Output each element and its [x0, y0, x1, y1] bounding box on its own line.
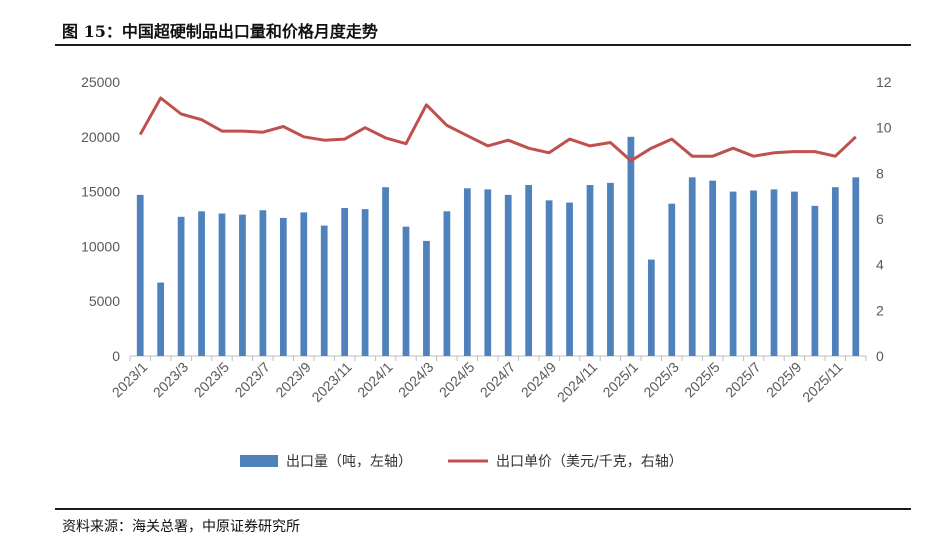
y-right-tick-label: 0: [876, 348, 884, 364]
bar: [668, 203, 676, 356]
line-series: [138, 96, 857, 163]
x-tick-label: 2025/5: [681, 359, 723, 401]
bar: [709, 180, 717, 356]
bar: [688, 177, 696, 356]
x-tick-label: 2025/1: [599, 359, 641, 401]
x-tick-label: 2025/3: [640, 359, 682, 401]
y-left-tick-label: 20000: [81, 129, 120, 145]
bar: [545, 200, 553, 356]
y-right-tick-label: 2: [876, 302, 884, 318]
bar: [504, 194, 512, 356]
chart-axes: 0 5000 10000 15000 20000 25000 0 2 4 6 8 10 12: [81, 74, 892, 364]
bar: [729, 191, 737, 356]
x-tick-label: 2024/11: [554, 359, 601, 406]
y-right-tick-label: 10: [876, 120, 892, 136]
x-tick-label: 2025/11: [799, 359, 846, 406]
bar: [341, 208, 349, 356]
bar: [300, 212, 308, 356]
bar: [239, 214, 246, 356]
bar: [443, 211, 451, 356]
legend-line-label: 出口单价（美元/千克，右轴）: [496, 454, 683, 470]
bottom-rule: [55, 508, 911, 510]
x-tick-label: 2023/1: [109, 359, 151, 401]
bar: [770, 189, 778, 356]
x-tick-label: 2025/7: [722, 359, 764, 401]
bar: [750, 190, 757, 356]
bar: [566, 202, 573, 356]
y-left-tick-label: 0: [112, 348, 120, 364]
bar: [402, 226, 410, 356]
bar: [831, 187, 839, 356]
bar: [586, 185, 594, 356]
bar: [382, 187, 389, 356]
bar: [463, 188, 471, 356]
price-line: [138, 96, 857, 163]
bar: [607, 182, 614, 356]
bar: [627, 136, 635, 356]
bar: [361, 209, 369, 356]
bar-series: [136, 136, 860, 356]
x-tick-label: 2024/7: [477, 359, 519, 401]
bar: [136, 194, 144, 356]
x-tick-label: 2023/11: [308, 359, 355, 406]
bar: [484, 189, 492, 356]
x-tick-label: 2024/5: [436, 359, 478, 401]
chart-legend: 出口量（吨，左轴） 出口单价（美元/千克，右轴）: [240, 454, 683, 470]
x-tick-label: 2023/3: [150, 359, 192, 401]
x-tick-label: 2023/7: [231, 359, 273, 401]
bar: [259, 210, 267, 356]
y-right-tick-label: 8: [876, 165, 884, 181]
bar: [525, 185, 533, 356]
bar: [198, 211, 205, 356]
bar: [647, 259, 655, 356]
bar: [852, 177, 860, 356]
y-left-tick-label: 5000: [89, 293, 120, 309]
y-right-tick-label: 12: [876, 74, 892, 90]
x-tick-label: 2024/3: [395, 359, 437, 401]
y-left-tick-label: 25000: [81, 74, 120, 90]
y-right-tick-label: 6: [876, 211, 884, 227]
y-left-tick-label: 15000: [81, 184, 120, 200]
top-rule: [55, 44, 911, 46]
bar: [811, 205, 819, 356]
legend-bar-swatch: [240, 455, 278, 467]
y-left-tick-label: 10000: [81, 238, 120, 254]
bar: [177, 216, 185, 356]
x-tick-label: 2023/5: [191, 359, 233, 401]
bar: [218, 213, 226, 356]
bar: [791, 191, 798, 356]
bar: [157, 282, 165, 356]
source-note: 资料来源：海关总署，中原证券研究所: [62, 519, 300, 535]
legend-bar-label: 出口量（吨，左轴）: [286, 454, 412, 470]
bar: [279, 217, 287, 356]
y-right-tick-label: 4: [876, 257, 884, 273]
figure-title: 图 15：中国超硬制品出口量和价格月度走势: [62, 22, 378, 41]
bar: [423, 240, 430, 356]
bar: [320, 225, 328, 356]
x-tick-label: 2024/1: [354, 359, 396, 401]
